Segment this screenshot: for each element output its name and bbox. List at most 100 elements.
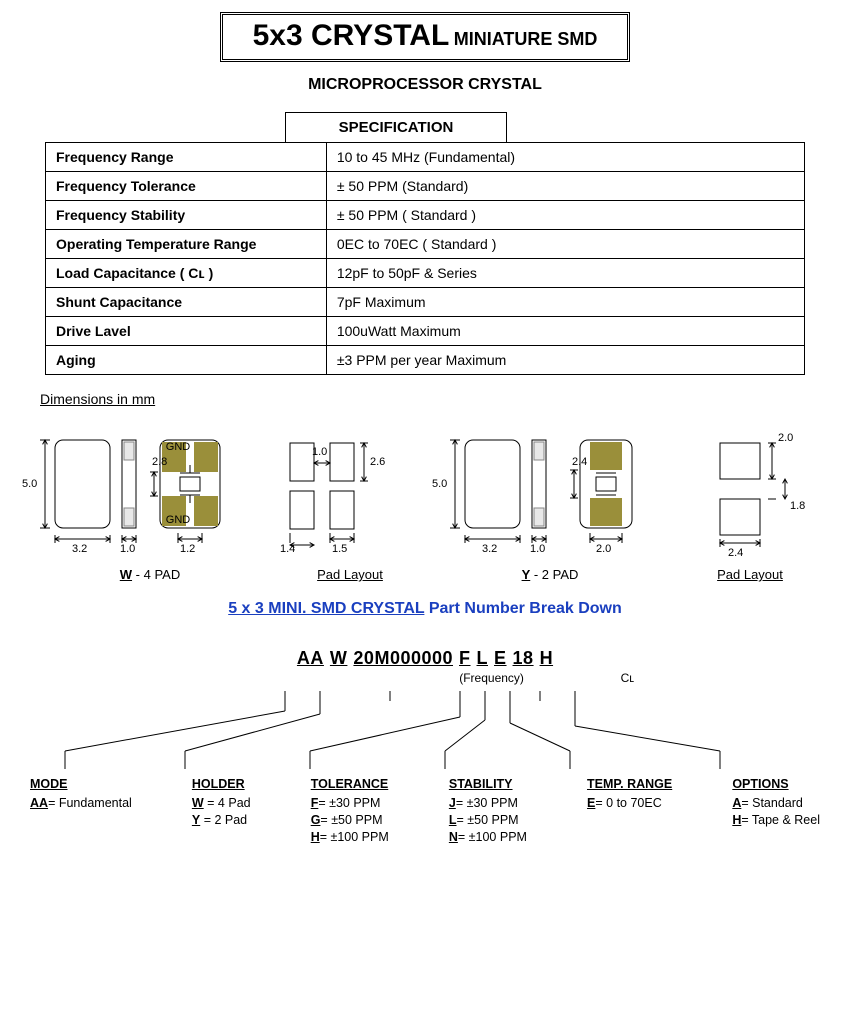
pn-title-rest: Part Number Break Down xyxy=(424,600,621,617)
breakdown-row: F= ±30 PPM xyxy=(311,795,389,812)
svg-text:1.0: 1.0 xyxy=(312,446,327,458)
breakdown-section: MODE AA= Fundamental HOLDER W = 4 PadY = 2 … xyxy=(20,691,830,846)
breakdown-row: J= ±30 PPM xyxy=(449,795,527,812)
y-2pad-diagram: 5.0 3.2 1.0 2.4 2.0 2.0 1.8 2.4 xyxy=(430,415,830,565)
breakdown-row: L= ±50 PPM xyxy=(449,812,527,829)
caption-pad2: Pad Layout xyxy=(680,567,820,582)
svg-text:1.5: 1.5 xyxy=(332,543,347,555)
breakdown-column: MODE AA= Fundamental xyxy=(30,776,132,846)
breakdown-row: E= 0 to 70EC xyxy=(587,795,672,812)
svg-text:1.8: 1.8 xyxy=(790,500,805,512)
svg-text:1.0: 1.0 xyxy=(120,543,135,555)
svg-text:2.0: 2.0 xyxy=(778,432,793,444)
spec-key: Load Capacitance ( Cʟ ) xyxy=(46,259,327,288)
diagram-captions: W - 4 PAD Pad Layout Y - 2 PAD Pad Layou… xyxy=(20,567,830,582)
breakdown-heading: TOLERANCE xyxy=(311,776,389,793)
breakdown-heading: TEMP. RANGE xyxy=(587,776,672,793)
pn-sub-frequency: (Frequency) xyxy=(459,671,524,685)
svg-text:GND: GND xyxy=(166,514,191,526)
table-row: Frequency Tolerance± 50 PPM (Standard) xyxy=(46,172,805,201)
spec-value: ± 50 PPM ( Standard ) xyxy=(326,201,804,230)
svg-text:5.0: 5.0 xyxy=(432,478,447,490)
table-row: Shunt Capacitance7pF Maximum xyxy=(46,288,805,317)
spec-key: Operating Temperature Range xyxy=(46,230,327,259)
spec-value: 12pF to 50pF & Series xyxy=(326,259,804,288)
table-row: Frequency Range10 to 45 MHz (Fundamental… xyxy=(46,143,805,172)
breakdown-row: W = 4 Pad xyxy=(192,795,251,812)
spec-value: 10 to 45 MHz (Fundamental) xyxy=(326,143,804,172)
breakdown-heading: MODE xyxy=(30,776,132,793)
pn-segment: E xyxy=(494,648,507,668)
caption-w: W - 4 PAD xyxy=(30,567,270,582)
caption-pad1: Pad Layout xyxy=(280,567,420,582)
title-box: 5x3 CRYSTAL MINIATURE SMD xyxy=(220,12,631,62)
dimensions-heading: Dimensions in mm xyxy=(40,391,830,407)
breakdown-row: G= ±50 PPM xyxy=(311,812,389,829)
table-row: Frequency Stability± 50 PPM ( Standard ) xyxy=(46,201,805,230)
pn-segment: AA xyxy=(297,648,324,668)
diagrams-row: 5.0 3.2 1.0 GND GND 2.8 1.2 1.0 2.6 1.5 1.4 5.0 3.2… xyxy=(20,415,830,565)
spec-table: Frequency Range10 to 45 MHz (Fundamental… xyxy=(45,142,805,375)
pn-segment: H xyxy=(540,648,554,668)
breakdown-heading: OPTIONS xyxy=(732,776,820,793)
svg-text:2.4: 2.4 xyxy=(572,456,587,468)
pn-segment: 20M000000 xyxy=(353,648,453,668)
breakdown-row: A= Standard xyxy=(732,795,820,812)
w-4pad-diagram: 5.0 3.2 1.0 GND GND 2.8 1.2 1.0 2.6 1.5 1.4 xyxy=(20,415,420,565)
spec-key: Frequency Tolerance xyxy=(46,172,327,201)
svg-text:1.4: 1.4 xyxy=(280,543,295,555)
caption-y: Y - 2 PAD xyxy=(430,567,670,582)
spec-value: ± 50 PPM (Standard) xyxy=(326,172,804,201)
partnumber-sublabels: (Frequency) Cʟ xyxy=(20,671,830,685)
spec-key: Aging xyxy=(46,346,327,375)
pn-segment: F xyxy=(459,648,471,668)
svg-text:5.0: 5.0 xyxy=(22,478,37,490)
subtitle: MICROPROCESSOR CRYSTAL xyxy=(20,76,830,94)
svg-text:2.6: 2.6 xyxy=(370,456,385,468)
table-row: Aging±3 PPM per year Maximum xyxy=(46,346,805,375)
title-main: 5x3 CRYSTAL xyxy=(253,19,450,52)
pn-title-underline: 5 x 3 MINI. SMD CRYSTAL xyxy=(228,600,424,617)
breakdown-row: H= ±100 PPM xyxy=(311,829,389,846)
spec-value: ±3 PPM per year Maximum xyxy=(326,346,804,375)
table-row: Operating Temperature Range0EC to 70EC (… xyxy=(46,230,805,259)
breakdown-column: TEMP. RANGE E= 0 to 70EC xyxy=(587,776,672,846)
breakdown-row: N= ±100 PPM xyxy=(449,829,527,846)
partnumber-code: AA W20M000000 FLE 18 H xyxy=(20,648,830,669)
spec-value: 100uWatt Maximum xyxy=(326,317,804,346)
svg-text:3.2: 3.2 xyxy=(72,543,87,555)
title-sub: MINIATURE SMD xyxy=(454,29,598,49)
spec-value: 0EC to 70EC ( Standard ) xyxy=(326,230,804,259)
breakdown-tree xyxy=(20,691,830,771)
pn-segment: W xyxy=(330,648,348,668)
breakdown-column: HOLDER W = 4 PadY = 2 Pad xyxy=(192,776,251,846)
spec-key: Frequency Range xyxy=(46,143,327,172)
spec-key: Drive Lavel xyxy=(46,317,327,346)
breakdown-column: OPTIONS A= StandardH= Tape & Reel xyxy=(732,776,820,846)
breakdown-heading: STABILITY xyxy=(449,776,527,793)
breakdown-row: Y = 2 Pad xyxy=(192,812,251,829)
breakdown-column: TOLERANCE F= ±30 PPMG= ±50 PPMH= ±100 PPM xyxy=(311,776,389,846)
spec-key: Frequency Stability xyxy=(46,201,327,230)
breakdown-heading: HOLDER xyxy=(192,776,251,793)
table-row: Drive Lavel100uWatt Maximum xyxy=(46,317,805,346)
breakdown-row: AA= Fundamental xyxy=(30,795,132,812)
spec-header: SPECIFICATION xyxy=(285,112,507,142)
breakdown-column: STABILITY J= ±30 PPML= ±50 PPMN= ±100 PPM xyxy=(449,776,527,846)
pn-segment: L xyxy=(477,648,489,668)
svg-text:2.4: 2.4 xyxy=(728,547,743,559)
svg-text:2.8: 2.8 xyxy=(152,456,167,468)
partnumber-heading: 5 x 3 MINI. SMD CRYSTAL Part Number Brea… xyxy=(20,600,830,618)
svg-text:2.0: 2.0 xyxy=(596,543,611,555)
svg-text:3.2: 3.2 xyxy=(482,543,497,555)
breakdown-row: H= Tape & Reel xyxy=(732,812,820,829)
svg-text:GND: GND xyxy=(166,441,191,453)
svg-text:1.0: 1.0 xyxy=(530,543,545,555)
pn-segment: 18 xyxy=(513,648,534,668)
svg-text:1.2: 1.2 xyxy=(180,543,195,555)
spec-key: Shunt Capacitance xyxy=(46,288,327,317)
breakdown-columns: MODE AA= Fundamental HOLDER W = 4 PadY = 2 … xyxy=(20,776,830,846)
table-row: Load Capacitance ( Cʟ )12pF to 50pF & Se… xyxy=(46,259,805,288)
spec-value: 7pF Maximum xyxy=(326,288,804,317)
pn-sub-cl: Cʟ xyxy=(621,671,635,685)
